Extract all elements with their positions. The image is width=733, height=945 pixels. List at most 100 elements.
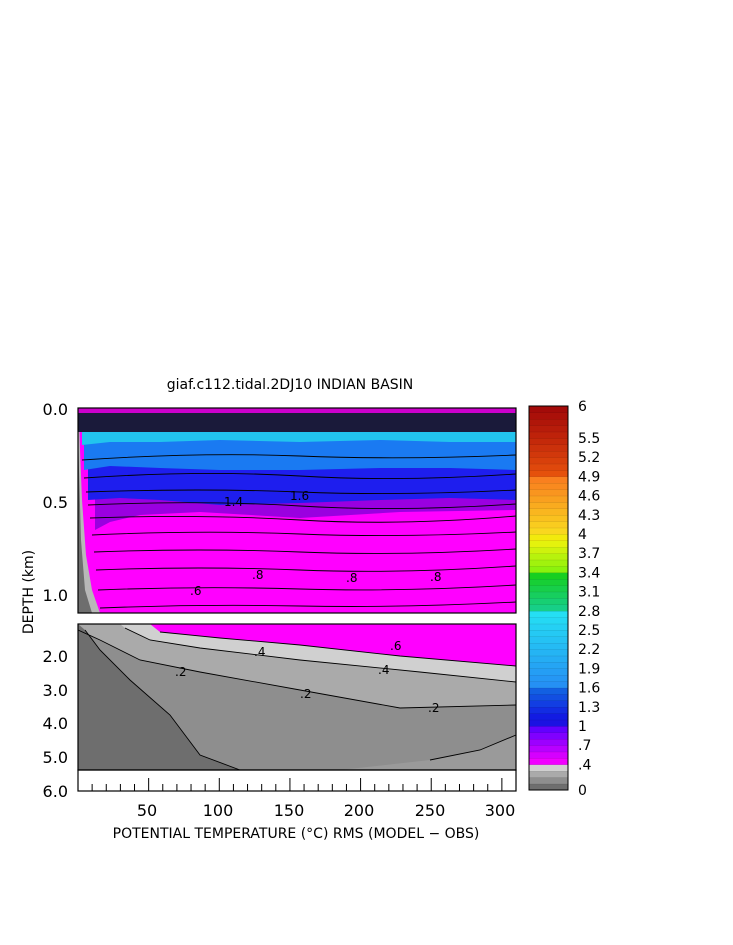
colorbar-band (528, 693, 569, 701)
colorbar-band (528, 604, 569, 612)
colorbar-label: 4.6 (578, 489, 600, 505)
colorbar-band (528, 501, 569, 509)
colorbar-band (528, 450, 569, 458)
colorbar-band (528, 642, 569, 650)
x-tick-label: 100 (203, 801, 234, 820)
colorbar-label: 5.2 (578, 450, 600, 466)
colorbar-labels: 6 5.5 5.2 4.9 4.6 4.3 4 3.7 3.4 3.1 2.8 2.5 2.2 1.9 1.… (578, 399, 600, 799)
colorbar-label: 4.3 (578, 508, 600, 524)
colorbar-label: 1.3 (578, 700, 600, 716)
contour-label: 1.4 (224, 495, 243, 509)
y-axis-label: DEPTH (km) (21, 550, 37, 634)
x-tick-label: 250 (415, 801, 446, 820)
colorbar-band (528, 565, 569, 573)
colorbar-label: 2.8 (578, 604, 600, 620)
colorbar-band (528, 572, 569, 580)
colorbar-band (528, 521, 569, 529)
colorbar (528, 405, 569, 791)
colorbar-band (528, 597, 569, 605)
y-tick-label: 3.0 (43, 681, 68, 700)
y-tick-label: 0.5 (43, 493, 68, 512)
colorbar-band (528, 681, 569, 689)
colorbar-band (528, 668, 569, 676)
colorbar-band (528, 495, 569, 503)
y-tick-label: 2.0 (43, 647, 68, 666)
contour-label: .2 (175, 665, 186, 679)
contour-label: .2 (428, 701, 439, 715)
colorbar-band (528, 770, 569, 778)
colorbar-band (528, 431, 569, 439)
colorbar-band (528, 476, 569, 484)
colorbar-band (528, 732, 569, 740)
colorbar-band (528, 469, 569, 477)
colorbar-label: 0 (578, 783, 587, 799)
colorbar-label: 3.7 (578, 546, 600, 562)
upper-panel-field (78, 408, 516, 613)
colorbar-band (528, 444, 569, 452)
lower-panel-field (78, 624, 516, 770)
x-tick-label: 200 (344, 801, 375, 820)
contour-label: .4 (254, 645, 265, 659)
colorbar-band (528, 437, 569, 445)
colorbar-band (528, 661, 569, 669)
y-tick-label: 5.0 (43, 748, 68, 767)
colorbar-band (528, 713, 569, 721)
x-tick-labels: 50 100 150 200 250 300 (137, 801, 515, 820)
colorbar-label: .7 (578, 738, 591, 754)
colorbar-band (528, 508, 569, 516)
colorbar-band (528, 489, 569, 497)
colorbar-band (528, 578, 569, 586)
colorbar-label: .4 (578, 757, 591, 773)
colorbar-band (528, 745, 569, 753)
colorbar-frame (528, 405, 569, 791)
colorbar-label: 3.4 (578, 565, 600, 581)
x-tick-label: 300 (485, 801, 516, 820)
colorbar-label: 4 (578, 527, 587, 543)
contour-label: 1.6 (290, 489, 309, 503)
contour-label: .8 (430, 570, 441, 584)
colorbar-label: 1.9 (578, 661, 600, 677)
contour-label: .8 (346, 571, 357, 585)
colorbar-band (528, 559, 569, 567)
contour-label: .8 (252, 568, 263, 582)
colorbar-band (528, 425, 569, 433)
colorbar-label: 3.1 (578, 585, 600, 601)
colorbar-label: 2.2 (578, 642, 600, 658)
colorbar-band (528, 629, 569, 637)
upper-contour-labels: .6 .8 .8 .8 1.4 1.6 (190, 489, 441, 598)
colorbar-band (528, 610, 569, 618)
colorbar-band (528, 546, 569, 554)
y-tick-label: 0.0 (43, 400, 68, 419)
colorbar-band (528, 687, 569, 695)
y-tick-label: 6.0 (43, 782, 68, 801)
colorbar-label: 2.5 (578, 623, 600, 639)
colorbar-band (528, 463, 569, 471)
colorbar-band (528, 636, 569, 644)
upper-panel-frame (77, 407, 517, 614)
colorbar-label: 1.6 (578, 681, 600, 697)
colorbar-band (528, 591, 569, 599)
colorbar-band (528, 649, 569, 657)
colorbar-band (528, 540, 569, 548)
lower-contour-labels: .2 .2 .2 .4 .4 .6 (175, 639, 439, 715)
colorbar-band (528, 553, 569, 561)
colorbar-band (528, 751, 569, 759)
x-axis-ticks (91, 778, 503, 791)
colorbar-band (528, 764, 569, 772)
colorbar-band (528, 700, 569, 708)
colorbar-label: 6 (578, 399, 587, 415)
x-tick-label: 150 (274, 801, 305, 820)
contour-label: .2 (300, 687, 311, 701)
chart-title: giaf.c112.tidal.2DJ10 INDIAN BASIN (167, 377, 414, 393)
colorbar-band (528, 457, 569, 465)
colorbar-band (528, 418, 569, 426)
colorbar-band (528, 617, 569, 625)
colorbar-band (528, 674, 569, 682)
colorbar-band (528, 482, 569, 490)
contour-label: .4 (378, 663, 389, 677)
x-axis-label: POTENTIAL TEMPERATURE (°C) RMS (MODEL − … (113, 826, 480, 842)
colorbar-band (528, 757, 569, 765)
y-tick-label: 1.0 (43, 586, 68, 605)
colorbar-label: 4.9 (578, 469, 600, 485)
